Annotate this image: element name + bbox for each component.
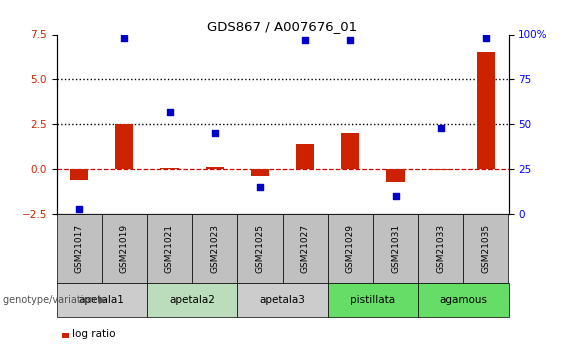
Text: GSM21031: GSM21031 [391,224,400,273]
Point [481,35,490,41]
Text: apetala1: apetala1 [79,295,125,305]
Bar [70,169,88,180]
Text: GSM21025: GSM21025 [255,224,264,273]
Point [210,130,219,136]
Text: GSM21017: GSM21017 [75,224,84,273]
Point [165,109,174,115]
Text: genotype/variation ▶: genotype/variation ▶ [3,295,106,305]
Bar [251,169,269,176]
Text: apetala2: apetala2 [169,295,215,305]
Bar [206,167,224,169]
Text: GSM21029: GSM21029 [346,224,355,273]
Bar [477,52,495,169]
Text: agamous: agamous [440,295,487,305]
Point [255,184,264,190]
Bar [341,133,359,169]
Bar [296,144,314,169]
Text: GSM21027: GSM21027 [301,224,310,273]
Text: GSM21023: GSM21023 [210,224,219,273]
Text: apetala3: apetala3 [259,295,306,305]
Point [301,37,310,43]
Text: GSM21021: GSM21021 [165,224,174,273]
Bar [432,169,450,170]
Point [346,37,355,43]
Point [75,206,84,211]
Point [120,35,129,41]
Title: GDS867 / A007676_01: GDS867 / A007676_01 [207,20,358,33]
Text: GSM21035: GSM21035 [481,224,490,273]
Text: GSM21033: GSM21033 [436,224,445,273]
Text: pistillata: pistillata [350,295,396,305]
Bar [115,124,133,169]
Bar [160,168,179,169]
Text: log ratio: log ratio [72,329,115,339]
Text: GSM21019: GSM21019 [120,224,129,273]
Point [436,125,445,130]
Bar [386,169,405,181]
Point [391,193,400,199]
